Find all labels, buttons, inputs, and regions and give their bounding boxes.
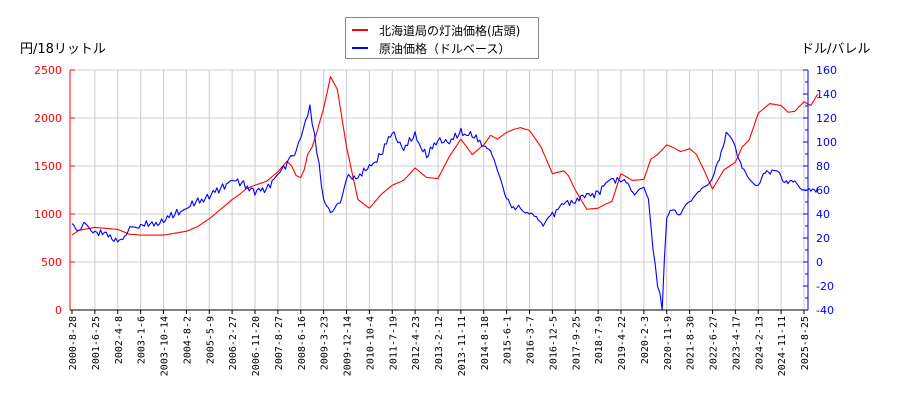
x-axis-tick-label: 2021-8-30	[686, 316, 697, 370]
x-axis-tick-label: 2020-2-3	[640, 316, 651, 364]
legend-label: 北海道局の灯油価格(店頭)	[379, 23, 521, 38]
x-axis-tick-label: 2016-3-7	[526, 316, 537, 364]
legend-swatch-blue	[352, 47, 368, 49]
x-axis-tick-label: 2013-11-11	[457, 316, 468, 376]
x-axis-tick-label: 2020-11-9	[663, 316, 674, 370]
right-axis-tick-label: 120	[816, 112, 837, 125]
x-axis-tick-label: 2002-4-8	[114, 316, 125, 364]
right-axis-title: ドル/バレル	[801, 42, 871, 57]
x-axis-tick-label: 2011-7-19	[388, 316, 399, 370]
right-axis-tick-label: -20	[816, 280, 834, 293]
legend-swatch-red	[352, 29, 368, 31]
right-axis-tick-label: 100	[816, 136, 837, 149]
x-axis-tick-label: 2004-8-2	[182, 316, 193, 364]
left-axis-tick-label: 500	[41, 256, 62, 269]
x-axis-tick-label: 2000-8-28	[68, 316, 79, 370]
crude-oil-price-line	[71, 104, 819, 311]
x-axis-tick-label: 2014-8-18	[480, 316, 491, 370]
x-axis-tick-label: 2001-6-25	[91, 316, 102, 370]
left-axis-tick-label: 2500	[34, 64, 62, 77]
right-axis-tick-label: 60	[816, 184, 830, 197]
x-axis-tick-label: 2003-10-14	[160, 316, 171, 376]
left-axis-tick-label: 1500	[34, 160, 62, 173]
x-axis-tick-label: 2003-1-6	[137, 316, 148, 364]
x-axis-ticks: 2000-8-28 2001-6-25 2002-4-8 2003-1-6 2003-1…	[68, 310, 811, 376]
x-axis-tick-label: 2006-2-27	[228, 316, 239, 370]
x-axis-tick-label: 2018-7-9	[594, 316, 605, 364]
x-axis-tick-label: 2005-5-9	[205, 316, 216, 364]
axes: 0 500 1000 1500 2000 2500 -40 -20 0 20 40 60 80 100 12…	[34, 64, 837, 317]
series-lines	[71, 76, 819, 311]
chart-legend: 北海道局の灯油価格(店頭) 原油価格（ドルベース）	[345, 17, 539, 59]
x-axis-tick-label: 2010-10-4	[365, 316, 376, 370]
x-axis-tick-label: 2016-12-5	[548, 316, 559, 370]
x-axis-tick-label: 2024-11-11	[777, 316, 788, 376]
x-axis-tick-label: 2024-2-13	[754, 316, 765, 370]
x-axis-tick-label: 2025-8-25	[800, 316, 811, 370]
gridlines	[70, 69, 808, 310]
x-axis-tick-label: 2012-4-23	[411, 316, 422, 370]
right-axis-tick-label: 40	[816, 208, 830, 221]
legend-item-crude-oil: 原油価格（ドルベース）	[352, 39, 510, 57]
left-axis-title: 円/18リットル	[20, 42, 106, 57]
x-axis-tick-label: 2009-3-23	[320, 316, 331, 370]
kerosene-price-line	[71, 76, 819, 236]
x-axis-tick-label: 2013-2-12	[434, 316, 445, 370]
x-axis-tick-label: 2022-6-27	[709, 316, 720, 370]
right-axis-tick-label: 20	[816, 232, 830, 245]
right-axis-tick-label: 0	[816, 256, 823, 269]
right-axis-tick-label: 160	[816, 64, 837, 77]
x-axis-tick-label: 2009-12-14	[343, 316, 354, 376]
x-axis-tick-label: 2019-4-22	[617, 316, 628, 370]
right-axis-tick-label: -40	[816, 304, 834, 317]
x-axis-tick-label: 2023-4-17	[731, 316, 742, 370]
legend-label: 原油価格（ドルベース）	[379, 41, 511, 56]
x-axis-tick-label: 2015-6-1	[503, 316, 514, 364]
legend-item-kerosene: 北海道局の灯油価格(店頭)	[352, 21, 520, 39]
right-axis-tick-label: 80	[816, 160, 830, 173]
x-axis-tick-label: 2007-8-27	[274, 316, 285, 370]
x-axis-tick-label: 2017-9-25	[571, 316, 582, 370]
right-axis-tick-label: 140	[816, 88, 837, 101]
x-axis-tick-label: 2008-6-16	[297, 316, 308, 370]
left-axis-tick-label: 2000	[34, 112, 62, 125]
left-axis-tick-label: 1000	[34, 208, 62, 221]
left-axis-tick-label: 0	[55, 304, 62, 317]
x-axis-tick-label: 2006-11-20	[251, 316, 262, 376]
